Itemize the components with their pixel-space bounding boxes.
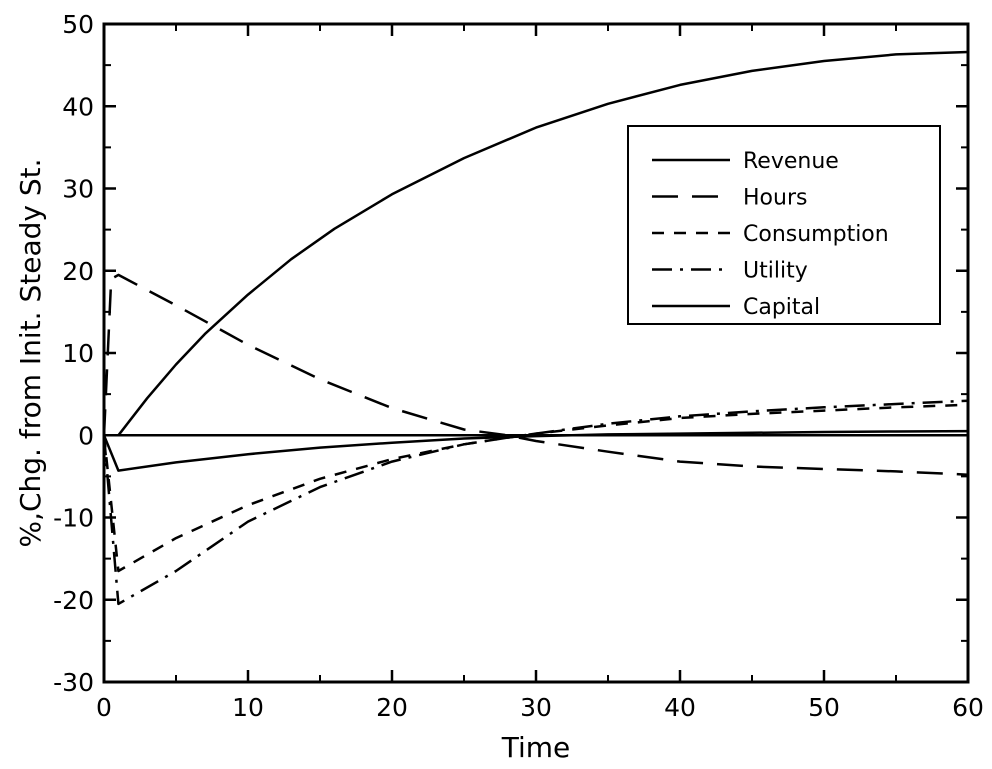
- y-tick-label: 40: [62, 92, 94, 121]
- x-tick-label: 20: [376, 693, 408, 722]
- x-tick-label: 60: [952, 693, 984, 722]
- x-tick-label: 40: [664, 693, 696, 722]
- legend-label-utility: Utility: [743, 259, 808, 284]
- legend-label-revenue: Revenue: [743, 149, 839, 174]
- series-line-capital: [102, 429, 969, 472]
- x-axis-title: Time: [501, 731, 571, 764]
- y-tick-label: -20: [53, 586, 94, 615]
- y-tick-label: 0: [78, 421, 94, 450]
- legend-label-capital: Capital: [743, 295, 820, 320]
- y-tick-label: -10: [53, 504, 94, 533]
- legend: Revenue Hours Consumption Utility Capital: [627, 125, 941, 325]
- y-tick-label: 10: [62, 339, 94, 368]
- ticks-layer: 0 10 20 30 40 50 60 -30 -20 -10 0 10 20 30 40 50: [53, 10, 984, 722]
- series-line-hours: [102, 273, 969, 476]
- y-tick-label: -30: [53, 668, 94, 697]
- series-line-consumption: [102, 403, 969, 573]
- y-axis-title: %,Chg. from Init. Steady St.: [14, 158, 47, 547]
- x-tick-label: 50: [808, 693, 840, 722]
- plot-frame: [102, 22, 970, 684]
- marks-layer: [102, 50, 969, 606]
- legend-label-consumption: Consumption: [743, 222, 889, 247]
- y-tick-label: 20: [62, 257, 94, 286]
- x-tick-label: 0: [96, 693, 112, 722]
- legend-label-hours: Hours: [743, 186, 807, 211]
- x-tick-label: 10: [232, 693, 264, 722]
- x-tick-label: 30: [520, 693, 552, 722]
- y-tick-label: 30: [62, 175, 94, 204]
- series-line-revenue: [117, 50, 969, 437]
- y-tick-label: 50: [62, 10, 94, 39]
